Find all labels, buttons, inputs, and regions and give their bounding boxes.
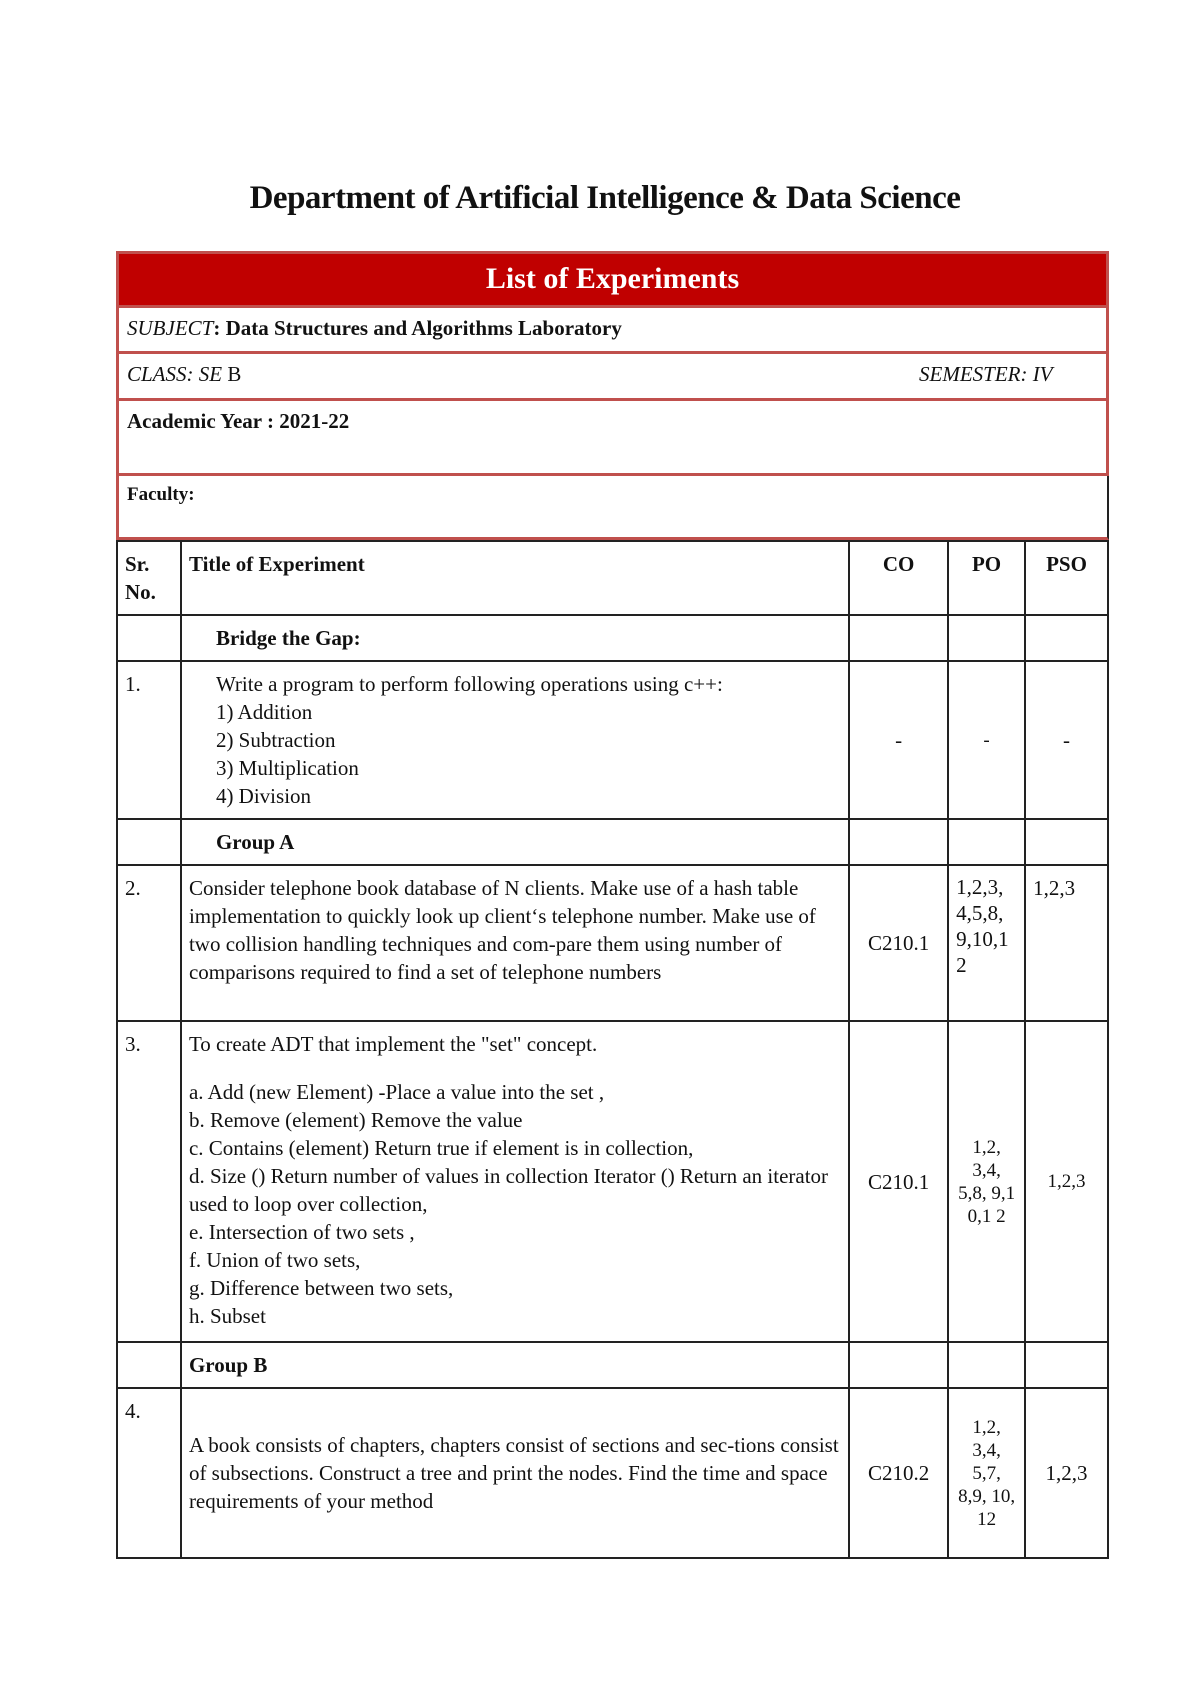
experiment-line: Write a program to perform following ope… <box>215 672 723 696</box>
po-value: 1,2, 3,4, 5,7, 8,9, 10, 12 <box>947 1387 1027 1559</box>
po-value: - <box>947 660 1027 820</box>
header-title: Title of Experiment <box>179 540 851 616</box>
empty-cell <box>848 818 950 866</box>
group-label: Group A <box>179 818 851 866</box>
experiment-row: 4. A book consists of chapters, chapters … <box>116 1387 1109 1559</box>
pso-value: - <box>1024 660 1109 820</box>
semester-label: SEMESTER: IV <box>919 362 1053 386</box>
empty-cell <box>947 818 1027 866</box>
class-value: B <box>222 362 242 386</box>
header-pso: PSO <box>1024 540 1109 616</box>
experiment-line: 3) Multiplication <box>215 756 359 780</box>
co-value: C210.1 <box>848 864 950 1022</box>
group-row: Group B <box>116 1341 1109 1389</box>
experiment-row: 2. Consider telephone book database of N … <box>116 864 1109 1022</box>
po-value: 1,2, 3,4, 5,8, 9,1 0,1 2 <box>947 1020 1027 1343</box>
empty-cell <box>848 1341 950 1389</box>
experiment-row: 3. To create ADT that implement the "set"… <box>116 1020 1109 1343</box>
subject-label: SUBJECT <box>127 316 214 340</box>
experiment-line: f. Union of two sets, <box>188 1248 361 1272</box>
experiment-title: Write a program to perform following ope… <box>179 660 851 820</box>
co-value: - <box>848 660 950 820</box>
experiment-line: a. Add (new Element) -Place a value into… <box>188 1080 605 1104</box>
experiment-line: h. Subset <box>188 1304 266 1328</box>
header-co: CO <box>848 540 950 616</box>
experiment-line: 2) Subtraction <box>215 728 336 752</box>
academic-year: Academic Year : 2021-22 <box>127 409 350 433</box>
empty-cell <box>116 818 182 866</box>
experiment-title: To create ADT that implement the "set" c… <box>179 1020 851 1343</box>
experiment-line: A book consists of chapters, chapters co… <box>188 1433 839 1513</box>
experiment-line <box>189 1058 841 1078</box>
experiment-line: To create ADT that implement the "set" c… <box>188 1032 598 1056</box>
co-value: C210.2 <box>848 1387 950 1559</box>
subject-value: : Data Structures and Algorithms Laborat… <box>213 316 622 340</box>
empty-cell <box>116 614 182 662</box>
class-label: CLASS: SE <box>127 362 223 386</box>
list-of-experiments-banner: List of Experiments <box>116 251 1109 308</box>
experiment-title: Consider telephone book database of N cl… <box>179 864 851 1022</box>
group-label: Group B <box>179 1341 851 1389</box>
faculty-label: Faculty: <box>127 484 195 505</box>
experiments-table: Sr. No. Title of Experiment CO PO PSO Br… <box>116 540 1109 1559</box>
pso-value: 1,2,3 <box>1024 1020 1109 1343</box>
experiment-line: e. Intersection of two sets , <box>188 1220 415 1244</box>
sr-no: 2. <box>116 864 182 1022</box>
faculty-row: Faculty: <box>116 476 1109 540</box>
group-row: Group A <box>116 818 1109 866</box>
empty-cell <box>848 614 950 662</box>
pso-value: 1,2,3 <box>1024 864 1109 1022</box>
empty-cell <box>1024 1341 1109 1389</box>
empty-cell <box>116 1341 182 1389</box>
empty-cell <box>947 1341 1027 1389</box>
pso-value: 1,2,3 <box>1024 1387 1109 1559</box>
academic-year-row: Academic Year : 2021-22 <box>116 401 1109 476</box>
group-label: Bridge the Gap: <box>179 614 851 662</box>
experiment-line: g. Difference between two sets, <box>188 1276 454 1300</box>
experiment-line: Consider telephone book database of N cl… <box>188 876 816 984</box>
experiment-row: 1. Write a program to perform following o… <box>116 660 1109 820</box>
header-sr-no: Sr. No. <box>116 540 182 616</box>
experiment-line: d. Size () Return number of values in co… <box>188 1164 829 1216</box>
sr-no: 1. <box>116 660 182 820</box>
experiment-line: 1) Addition <box>215 700 313 724</box>
sr-no: 3. <box>116 1020 182 1343</box>
class-row: CLASS: SE B SEMESTER: IV <box>116 354 1109 401</box>
empty-cell <box>947 614 1027 662</box>
department-title: Department of Artificial Intelligence & … <box>249 180 961 216</box>
experiment-line: 4) Division <box>215 784 312 808</box>
experiment-line: c. Contains (element) Return true if ele… <box>188 1136 694 1160</box>
empty-cell <box>1024 818 1109 866</box>
sr-no: 4. <box>116 1387 182 1559</box>
group-row: Bridge the Gap: <box>116 614 1109 662</box>
subject-row: SUBJECT: Data Structures and Algorithms … <box>116 308 1109 354</box>
experiment-title: A book consists of chapters, chapters co… <box>179 1387 851 1559</box>
table-header-row: Sr. No. Title of Experiment CO PO PSO <box>116 540 1109 616</box>
co-value: C210.1 <box>848 1020 950 1343</box>
header-po: PO <box>947 540 1027 616</box>
empty-cell <box>1024 614 1109 662</box>
po-value: 1,2,3, 4,5,8, 9,10,1 2 <box>947 864 1027 1022</box>
experiment-line: b. Remove (element) Remove the value <box>188 1108 523 1132</box>
